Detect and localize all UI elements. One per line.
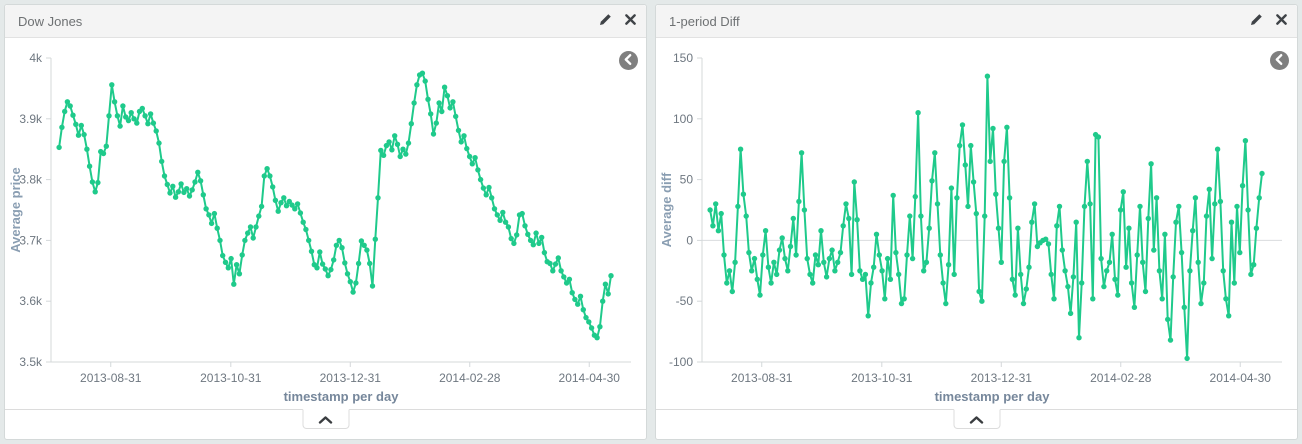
back-arrow-circle-icon [619, 50, 638, 72]
svg-text:2014-02-28: 2014-02-28 [1090, 371, 1152, 385]
back-arrow-circle-icon [1270, 50, 1289, 72]
svg-text:2014-04-30: 2014-04-30 [1210, 371, 1272, 385]
svg-text:0: 0 [686, 233, 693, 247]
svg-text:3.5k: 3.5k [19, 355, 43, 369]
svg-text:2013-08-31: 2013-08-31 [731, 371, 793, 385]
panel-dow-jones: Dow Jones 4k 3.9k 3.8k 3.7k 3.6k 3.5k 2013-08-… [4, 4, 647, 440]
close-icon [1276, 14, 1287, 27]
svg-text:2013-08-31: 2013-08-31 [80, 371, 142, 385]
panel-footer [5, 409, 646, 439]
svg-text:100: 100 [673, 112, 693, 126]
panel-title: Dow Jones [18, 13, 83, 29]
svg-text:timestamp per day: timestamp per day [935, 389, 1051, 404]
svg-text:2013-12-31: 2013-12-31 [971, 371, 1033, 385]
svg-text:3.8k: 3.8k [19, 173, 43, 187]
svg-text:3.7k: 3.7k [19, 233, 43, 247]
svg-text:4k: 4k [29, 51, 43, 65]
close-panel-button[interactable] [612, 14, 636, 27]
svg-text:Average price: Average price [8, 167, 23, 253]
chevron-up-icon [318, 412, 333, 427]
panel-title: 1-period Diff [669, 13, 740, 29]
collapse-panel-button[interactable] [302, 409, 349, 429]
svg-text:2014-04-30: 2014-04-30 [559, 371, 621, 385]
svg-text:2013-10-31: 2013-10-31 [200, 371, 262, 385]
panel-header: 1-period Diff [656, 5, 1297, 38]
pencil-icon [598, 13, 612, 29]
chart-back-button[interactable] [619, 51, 638, 70]
chart-region: 150 100 50 0 -50 -100 2013-08-31 2013-10-31 2013… [656, 38, 1297, 409]
svg-text:-50: -50 [676, 294, 694, 308]
close-icon [625, 14, 636, 27]
chart-region: 4k 3.9k 3.8k 3.7k 3.6k 3.5k 2013-08-31 2013-10-… [5, 38, 646, 409]
chart-back-button[interactable] [1270, 51, 1289, 70]
panel-header: Dow Jones [5, 5, 646, 38]
panel-1-period-diff: 1-period Diff 150 100 50 0 -50 -100 2013-08-31… [655, 4, 1298, 440]
svg-text:150: 150 [673, 51, 693, 65]
panel-footer [656, 409, 1297, 439]
svg-text:3.6k: 3.6k [19, 294, 43, 308]
svg-text:50: 50 [680, 173, 694, 187]
edit-panel-button[interactable] [1236, 13, 1263, 29]
close-panel-button[interactable] [1263, 14, 1287, 27]
svg-text:3.9k: 3.9k [19, 112, 43, 126]
svg-text:timestamp per day: timestamp per day [284, 389, 400, 404]
svg-text:-100: -100 [669, 355, 693, 369]
svg-text:2014-02-28: 2014-02-28 [439, 371, 501, 385]
svg-text:2013-12-31: 2013-12-31 [320, 371, 382, 385]
chevron-up-icon [969, 412, 984, 427]
svg-text:2013-10-31: 2013-10-31 [851, 371, 913, 385]
dow-jones-chart[interactable]: 4k 3.9k 3.8k 3.7k 3.6k 3.5k 2013-08-31 2013-10-… [7, 50, 647, 408]
diff-chart[interactable]: 150 100 50 0 -50 -100 2013-08-31 2013-10-31 2013… [658, 50, 1298, 408]
svg-text:Average diff: Average diff [659, 172, 674, 247]
collapse-panel-button[interactable] [953, 409, 1000, 429]
edit-panel-button[interactable] [585, 13, 612, 29]
pencil-icon [1249, 13, 1263, 29]
